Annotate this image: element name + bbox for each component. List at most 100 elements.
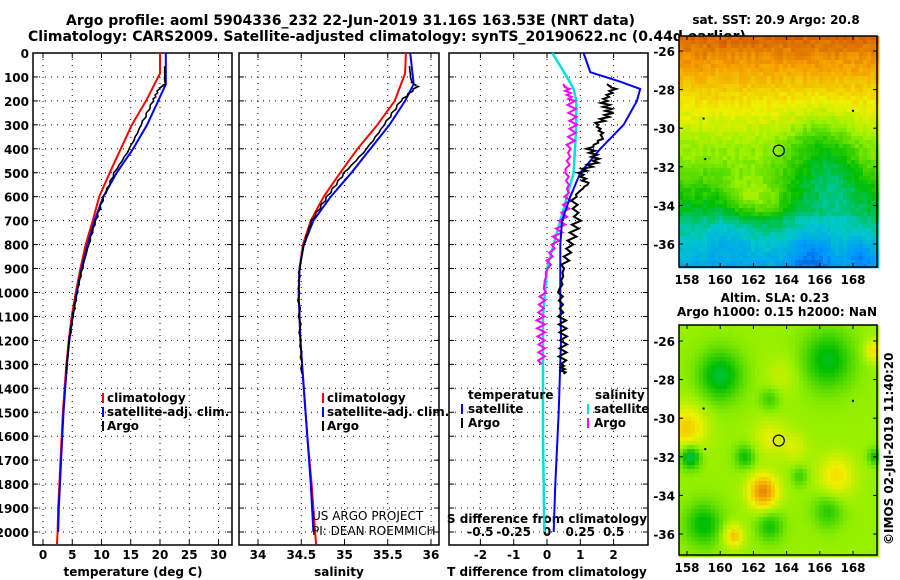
- map-cell: [771, 76, 776, 81]
- map-cell: [743, 104, 748, 109]
- map-cell: [683, 449, 688, 454]
- map-cell: [795, 44, 800, 49]
- map-cell: [867, 156, 872, 161]
- map-cell: [739, 401, 744, 406]
- map-cell: [835, 353, 840, 358]
- map-cell: [679, 224, 684, 229]
- map-cell: [827, 264, 832, 269]
- map-cell: [831, 397, 836, 402]
- map-cell: [787, 373, 792, 378]
- map-cell: [715, 325, 720, 330]
- map-cell: [715, 353, 720, 358]
- map-cell: [867, 240, 872, 245]
- map-cell: [847, 116, 852, 121]
- map-cell: [739, 136, 744, 141]
- map-cell: [827, 72, 832, 77]
- map-cell: [687, 329, 692, 334]
- map-cell: [695, 196, 700, 201]
- map-cell: [731, 120, 736, 125]
- map-cell: [839, 92, 844, 97]
- map-cell: [731, 104, 736, 109]
- map-cell: [835, 405, 840, 410]
- map-cell: [815, 329, 820, 334]
- map-cell: [727, 228, 732, 233]
- map-cell: [819, 457, 824, 462]
- map-cell: [715, 216, 720, 221]
- map-cell: [719, 40, 724, 45]
- map-cell: [863, 160, 868, 165]
- legend-swatch: [102, 421, 104, 431]
- map-cell: [739, 385, 744, 390]
- map-cell: [723, 333, 728, 338]
- map-cell: [731, 68, 736, 73]
- map-cell: [847, 449, 852, 454]
- map-cell: [827, 212, 832, 217]
- map-cell: [731, 425, 736, 430]
- map-cell: [695, 172, 700, 177]
- map-cell: [775, 461, 780, 466]
- map-cell: [747, 389, 752, 394]
- map-cell: [859, 220, 864, 225]
- map-cell: [727, 373, 732, 378]
- map-cell: [763, 172, 768, 177]
- map-cell: [871, 176, 876, 181]
- map-cell: [871, 208, 876, 213]
- map-cell: [807, 365, 812, 370]
- map-cell: [799, 132, 804, 137]
- map-cell: [727, 108, 732, 113]
- map-cell: [851, 192, 856, 197]
- map-cell: [719, 48, 724, 53]
- map-cell: [751, 72, 756, 77]
- map-cell: [851, 148, 856, 153]
- map-cell: [771, 104, 776, 109]
- map-cell: [855, 124, 860, 129]
- map-cell: [683, 445, 688, 450]
- series-s-satellite: [541, 52, 578, 533]
- map-cell: [847, 329, 852, 334]
- map-cell: [771, 80, 776, 85]
- map-cell: [687, 212, 692, 217]
- map-cell: [715, 421, 720, 426]
- map-cell: [763, 252, 768, 257]
- map-cell: [799, 140, 804, 145]
- map-cell: [775, 369, 780, 374]
- map-cell: [779, 425, 784, 430]
- map-cell: [827, 172, 832, 177]
- map-cell: [871, 60, 876, 65]
- map-cell: [847, 40, 852, 45]
- t-diff-tick-label: 1: [576, 548, 584, 562]
- map-cell: [855, 224, 860, 229]
- map-cell: [707, 228, 712, 233]
- map-cell: [835, 188, 840, 193]
- map-cell: [803, 264, 808, 269]
- map-cell: [843, 104, 848, 109]
- map-cell: [787, 116, 792, 121]
- map-cell: [759, 188, 764, 193]
- map-cell: [707, 120, 712, 125]
- map-cell: [827, 397, 832, 402]
- map-cell: [695, 152, 700, 157]
- map-cell: [859, 192, 864, 197]
- map-cell: [679, 256, 684, 261]
- map-cell: [795, 160, 800, 165]
- map-cell: [799, 240, 804, 245]
- map-cell: [747, 429, 752, 434]
- map-cell: [855, 104, 860, 109]
- map-cell: [767, 152, 772, 157]
- map-cell: [727, 36, 732, 41]
- map-cell: [859, 140, 864, 145]
- map-cell: [711, 76, 716, 81]
- map-cell: [847, 361, 852, 366]
- map-cell: [743, 152, 748, 157]
- map-cell: [867, 397, 872, 402]
- x-tick-label: 15: [122, 548, 139, 562]
- map-cell: [755, 44, 760, 49]
- map-cell: [691, 385, 696, 390]
- map-cell: [727, 437, 732, 442]
- map-cell: [691, 405, 696, 410]
- map-cell: [839, 228, 844, 233]
- map-cell: [743, 369, 748, 374]
- map-cell: [867, 341, 872, 346]
- map-cell: [871, 240, 876, 245]
- map-cell: [831, 433, 836, 438]
